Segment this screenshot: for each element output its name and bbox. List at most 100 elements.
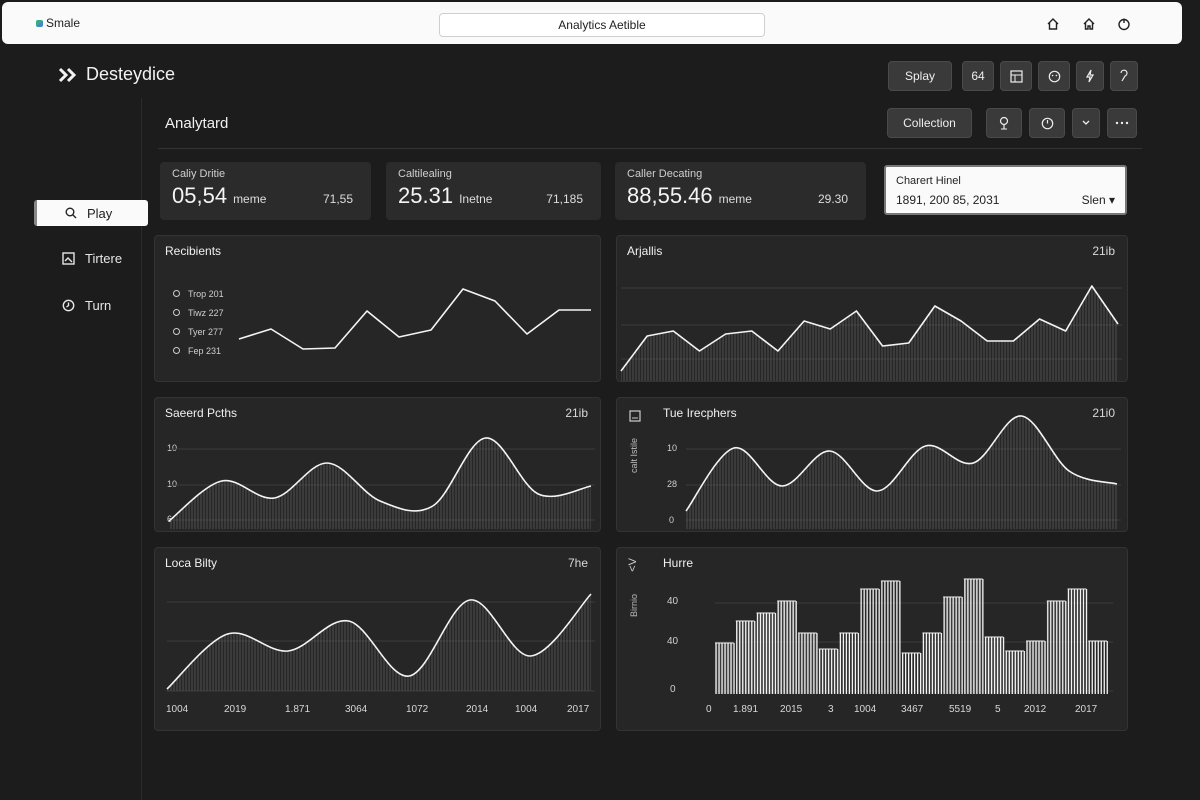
search-icon — [65, 207, 77, 219]
x-tick: 5519 — [949, 704, 972, 715]
x-tick: 2019 — [224, 704, 247, 715]
radio-icon — [173, 309, 180, 316]
bar — [901, 652, 922, 694]
legend-item: Fep 231 — [173, 341, 224, 360]
bar-chart — [715, 578, 1113, 694]
date-filter-selected: Slen — [1081, 193, 1106, 207]
count-button[interactable]: 64 — [962, 61, 994, 91]
dropdown-button[interactable] — [1072, 108, 1100, 138]
bar — [839, 632, 860, 694]
clock-icon — [1041, 117, 1053, 129]
panel-local: Loca Bilty 7he 1004 2019 1.871 3064 1072… — [154, 547, 601, 731]
stat-card[interactable]: Caltilealing 25.31 Inetne 71,185 — [386, 162, 601, 220]
hook-icon — [1120, 69, 1128, 82]
smiley-icon — [1048, 70, 1060, 82]
stat-value: 25.31 — [398, 183, 454, 208]
bar — [756, 612, 777, 694]
date-filter-value: 1891, 200 85, 2031 — [896, 193, 1000, 207]
series-area — [167, 594, 591, 691]
y-tick: 0 — [670, 684, 676, 695]
browser-bar: Smale Analytics Aetible — [2, 2, 1182, 44]
stat-card[interactable]: Caller Decating 88,55.46 meme 29.30 — [615, 162, 866, 220]
clock-icon — [62, 299, 75, 311]
chevrons-icon — [58, 67, 77, 82]
area-chart — [166, 593, 595, 692]
x-tick: 2012 — [1024, 704, 1047, 715]
legend-item: Tiwz 227 — [173, 303, 224, 322]
app-logo[interactable]: Desteydice — [58, 64, 175, 85]
brand-icon — [36, 19, 43, 27]
pin-button[interactable] — [986, 108, 1022, 138]
sidebar-item-turn[interactable]: Turn — [34, 292, 148, 318]
more-button[interactable] — [1107, 108, 1137, 138]
date-filter-select[interactable]: Slen ▾ — [1082, 193, 1115, 207]
url-bar[interactable]: Analytics Aetible — [439, 13, 765, 37]
x-tick: 3467 — [901, 704, 924, 715]
browser-brand[interactable]: Smale — [36, 16, 80, 30]
bar — [715, 642, 735, 694]
stat-label: Caller Decating — [627, 168, 703, 180]
x-tick: 1004 — [166, 704, 189, 715]
sidebar-item-tirtere[interactable]: Tirtere — [34, 245, 148, 271]
sidebar — [30, 98, 142, 800]
panel-title: Hurre — [663, 556, 694, 570]
x-tick: 1.891 — [733, 704, 759, 715]
face-button[interactable] — [1038, 61, 1070, 91]
legend-item: Tyer 277 — [173, 322, 224, 341]
stat-value: 05,54 — [172, 183, 228, 208]
more-icon — [1115, 121, 1129, 125]
help-button[interactable] — [1110, 61, 1138, 91]
stat-card[interactable]: Caliy Dritie 05,54 meme 71,55 — [160, 162, 371, 220]
power-icon[interactable] — [1114, 14, 1134, 34]
series-line — [168, 437, 592, 522]
x-tick: 2017 — [1075, 704, 1098, 715]
legend-item: Trop 201 — [173, 284, 224, 303]
x-tick: 1072 — [406, 704, 429, 715]
panel-title: Recibients — [165, 244, 222, 258]
panel-title: Arjallis — [627, 244, 663, 258]
home-icon[interactable] — [1043, 14, 1063, 34]
table-icon — [1009, 69, 1023, 83]
stat-label: Caliy Dritie — [172, 168, 226, 180]
y-tick: 6 — [167, 514, 173, 524]
stat-value: 88,55.46 — [627, 183, 713, 208]
area-chart — [168, 437, 595, 529]
bar — [1026, 640, 1046, 694]
stat-unit: meme — [718, 192, 752, 206]
y-tick: 0 — [669, 515, 675, 525]
x-tick: 3 — [828, 704, 834, 715]
x-tick: 5 — [995, 704, 1001, 715]
stat-unit: meme — [233, 192, 267, 206]
x-tick: 1004 — [515, 704, 538, 715]
sidebar-item-label: Tirtere — [85, 250, 123, 266]
y-tick: 40 — [667, 596, 679, 607]
table-button[interactable] — [1000, 61, 1032, 91]
house-icon[interactable] — [1079, 14, 1099, 34]
caret-down-icon: ▾ — [1108, 193, 1115, 207]
bar — [797, 632, 818, 694]
collection-button[interactable]: Collection — [887, 108, 972, 138]
stat-label: Caltilealing — [398, 168, 452, 180]
x-tick: 2014 — [466, 704, 489, 715]
series-line — [685, 415, 1118, 512]
series-area — [169, 437, 591, 529]
bar — [963, 578, 984, 694]
legend-label: Tiwz 227 — [188, 307, 224, 318]
stat-value-row: 05,54 meme — [172, 183, 266, 209]
bar — [922, 632, 943, 694]
stat-side: 71,55 — [322, 192, 353, 206]
panel-analytics: Arjallis 21ib — [616, 235, 1128, 382]
legend-label: Fep 231 — [188, 345, 222, 356]
date-filter[interactable]: Charert Hinel 1891, 200 85, 2031 Slen ▾ — [884, 165, 1127, 215]
panel-meta: 21ib — [1092, 244, 1115, 258]
flash-button[interactable] — [1076, 61, 1104, 91]
clock-button[interactable] — [1029, 108, 1065, 138]
bar — [818, 648, 839, 694]
sidebar-item-label: Turn — [85, 297, 112, 313]
series-area — [621, 286, 1118, 381]
sidebar-item-play[interactable]: Play — [34, 200, 148, 226]
bar — [1005, 650, 1026, 694]
splay-button[interactable]: Splay — [888, 61, 952, 91]
panel-type: calt Istile Tue Irecphers 21i0 10 28 0 — [616, 397, 1128, 532]
bar — [880, 580, 901, 694]
